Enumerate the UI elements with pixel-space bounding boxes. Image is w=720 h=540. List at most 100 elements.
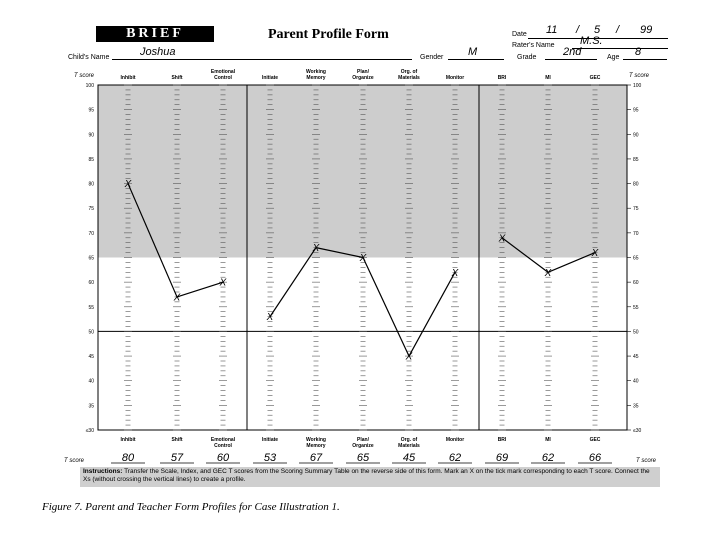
score-marker: X — [405, 352, 413, 363]
category-label-top: Memory — [306, 75, 325, 81]
ytick-label-right: ≤30 — [633, 428, 642, 434]
category-label-top: Shift — [171, 75, 182, 81]
tscore-value: 45 — [403, 452, 416, 464]
category-label-top: Initiate — [262, 75, 278, 81]
score-marker: X — [451, 268, 459, 279]
grade-label: Grade — [517, 54, 537, 61]
ytick-label-left: 70 — [88, 231, 94, 237]
ytick-label-right: 75 — [633, 206, 639, 212]
category-label-bottom: GEC — [590, 437, 601, 443]
ytick-label-left: 75 — [88, 206, 94, 212]
category-label-bottom: Emotional — [211, 437, 236, 443]
ytick-label-left: 45 — [88, 354, 94, 360]
profile-segment — [362, 257, 410, 357]
category-label-top: Working — [306, 69, 326, 75]
rater-field: M.S. — [572, 35, 668, 49]
score-marker: X — [312, 243, 320, 254]
category-label-bottom: Control — [214, 443, 232, 449]
category-label-top: Plan/ — [357, 69, 370, 75]
brief-logo: BRIEF — [96, 26, 214, 42]
category-label-top: Inhibit — [121, 75, 136, 81]
ytick-label-right: 60 — [633, 280, 639, 286]
gender-field: M — [448, 46, 504, 60]
ylabel-left: T score — [74, 73, 95, 79]
grade-field: 2nd — [545, 46, 597, 60]
ylabel-right: T score — [629, 73, 650, 79]
rater-label: Rater's Name — [512, 42, 555, 49]
score-marker: X — [498, 233, 506, 244]
score-marker: X — [219, 278, 227, 289]
tscore-row-label-right: T score — [636, 458, 657, 464]
tscore-value: 53 — [264, 452, 277, 464]
tscore-value: 65 — [357, 452, 370, 464]
date-year: 99 — [640, 24, 653, 36]
category-label-top: MI — [545, 75, 551, 81]
ytick-label-right: 100 — [633, 83, 642, 89]
profile-segment — [547, 252, 596, 273]
grade-value: 2nd — [563, 46, 582, 58]
child-label: Child's Name — [68, 54, 110, 61]
ytick-label-left: 95 — [88, 108, 94, 114]
shaded-region — [98, 85, 627, 258]
ytick-label-left: 80 — [88, 182, 94, 188]
profile-segment — [408, 271, 456, 357]
date-day: 5 — [594, 24, 601, 36]
ytick-label-right: 65 — [633, 256, 639, 262]
score-marker: X — [544, 268, 552, 279]
category-label-bottom: Initiate — [262, 437, 278, 443]
category-label-top: Emotional — [211, 69, 236, 75]
category-label-top: Org. of — [401, 69, 418, 75]
ytick-label-left: 50 — [88, 329, 94, 335]
category-label-bottom: BRI — [498, 437, 507, 443]
category-label-bottom: Inhibit — [121, 437, 136, 443]
ytick-label-right: 35 — [633, 403, 639, 409]
tscore-value: 62 — [449, 452, 461, 464]
category-label-top: Monitor — [446, 75, 464, 81]
category-label-top: Materials — [398, 75, 420, 81]
category-label-bottom: Shift — [171, 437, 182, 443]
ytick-label-left: 85 — [88, 157, 94, 163]
category-label-top: GEC — [590, 75, 601, 81]
profile-segment — [176, 281, 224, 298]
category-label-bottom: MI — [545, 437, 551, 443]
category-label-top: Organize — [352, 75, 374, 81]
ytick-label-right: 55 — [633, 305, 639, 311]
ytick-label-right: 40 — [633, 379, 639, 385]
ytick-label-left: 35 — [88, 403, 94, 409]
profile-segment — [315, 247, 364, 259]
instructions-box: Instructions: Transfer the Scale, Index,… — [80, 467, 660, 487]
child-field: Joshua — [112, 46, 412, 60]
ytick-label-left: 65 — [88, 256, 94, 262]
score-marker: X — [359, 253, 367, 264]
tscore-value: 80 — [122, 452, 135, 464]
ytick-label-right: 85 — [633, 157, 639, 163]
score-marker: X — [591, 248, 599, 259]
age-value: 8 — [635, 46, 642, 58]
profile-segment — [501, 237, 549, 273]
ytick-label-left: 40 — [88, 379, 94, 385]
form-title: Parent Profile Form — [268, 27, 389, 42]
date-month: 11 — [546, 24, 558, 36]
ytick-label-right: 95 — [633, 108, 639, 114]
ytick-label-left: 90 — [88, 132, 94, 138]
date-label: Date — [512, 31, 527, 38]
figure-caption: Figure 7. Parent and Teacher Form Profil… — [42, 501, 340, 513]
category-label-bottom: Memory — [306, 443, 325, 449]
profile-segment — [127, 183, 178, 298]
tscore-value: 60 — [217, 452, 230, 464]
score-marker: X — [266, 312, 274, 323]
score-marker: X — [124, 179, 132, 190]
tscore-value: 66 — [589, 452, 602, 464]
ytick-label-left: 100 — [86, 83, 95, 89]
ytick-label-right: 50 — [633, 329, 639, 335]
tscore-value: 62 — [542, 452, 554, 464]
ytick-label-right: 70 — [633, 231, 639, 237]
ytick-label-left: 55 — [88, 305, 94, 311]
child-name: Joshua — [140, 46, 176, 58]
ytick-label-right: 80 — [633, 182, 639, 188]
category-label-top: BRI — [498, 75, 507, 81]
ytick-label-left: 60 — [88, 280, 94, 286]
age-field: 8 — [623, 46, 667, 60]
instructions-text: Transfer the Scale, Index, and GEC T sco… — [83, 468, 650, 483]
category-label-top: Control — [214, 75, 232, 81]
